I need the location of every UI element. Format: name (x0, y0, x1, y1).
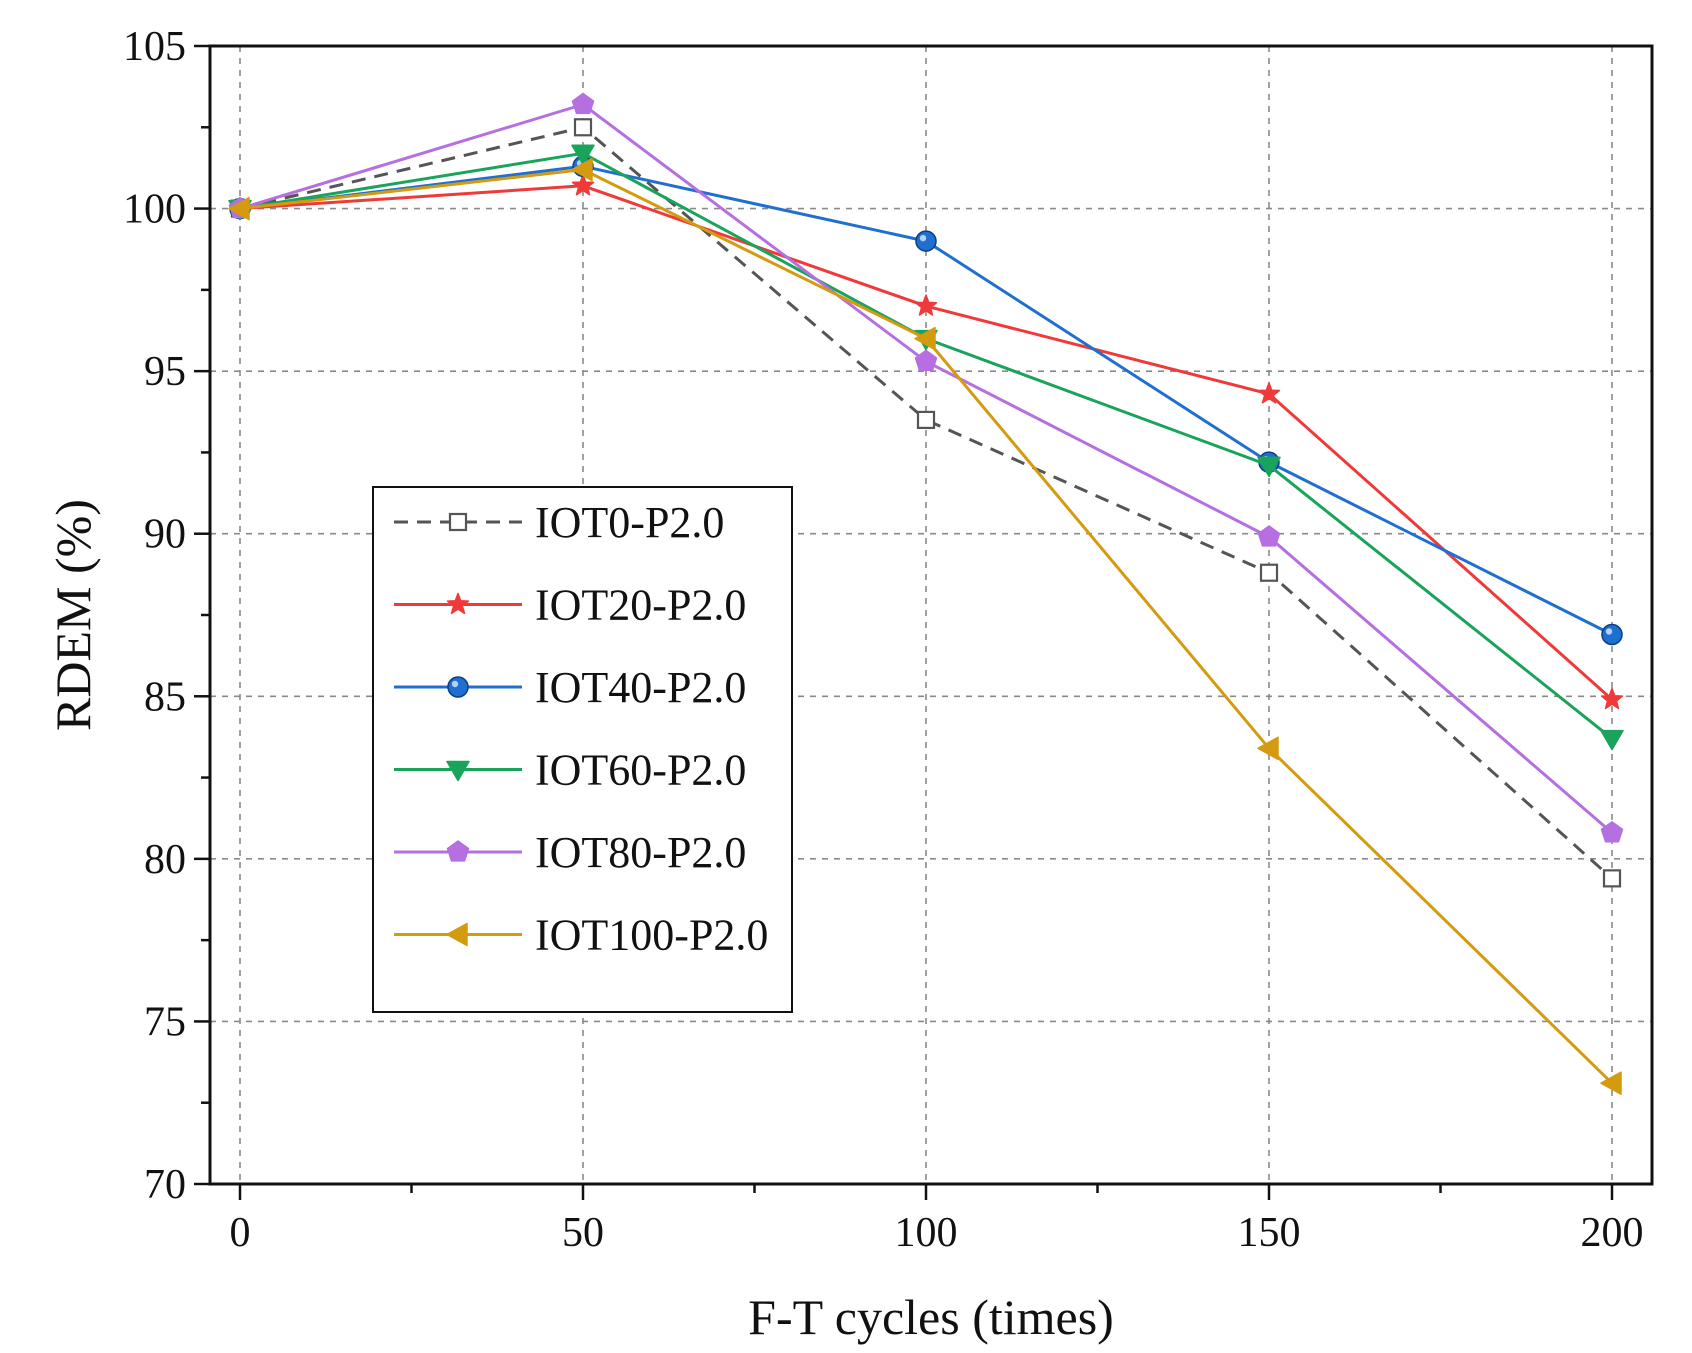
legend-item-iot20-p2-0: IOT20-P2.0 (394, 581, 746, 630)
series-line-iot0-p2-0 (239, 125, 1613, 880)
data-point-iot0-p2-0 (916, 410, 936, 430)
data-point-iot100-p2-0 (571, 157, 593, 182)
data-point-iot20-p2-0 (1257, 382, 1281, 404)
legend-marker (446, 760, 470, 782)
legend-item-iot80-p2-0: IOT80-P2.0 (394, 828, 746, 877)
data-point-iot100-p2-0 (1600, 1071, 1622, 1095)
legend-label: IOT100-P2.0 (535, 911, 768, 960)
series-layer (228, 92, 1624, 1095)
legend-marker (446, 922, 468, 947)
legend-marker (448, 512, 468, 532)
data-point-iot80-p2-0 (571, 92, 595, 115)
data-point-iot80-p2-0 (914, 349, 938, 372)
y-tick-label: 90 (144, 512, 186, 558)
data-point-iot60-p2-0 (1600, 729, 1624, 751)
y-tick-label: 80 (144, 837, 186, 883)
marker-body (915, 230, 937, 252)
legend-label: IOT0-P2.0 (535, 498, 724, 547)
data-point-iot60-p2-0 (571, 144, 595, 166)
y-tick-label: 100 (123, 187, 186, 233)
x-tick-label: 100 (895, 1210, 958, 1256)
series-iot100-p2-0 (228, 157, 1622, 1095)
y-tick-label: 70 (144, 1162, 186, 1208)
data-point-iot100-p2-0 (1257, 736, 1279, 761)
legend-box (372, 486, 793, 1013)
x-axis-title: F-T cycles (times) (748, 1289, 1114, 1345)
data-point-iot80-p2-0 (1600, 821, 1624, 843)
y-tick-label: 105 (123, 24, 186, 70)
legend-item-iot0-p2-0: IOT0-P2.0 (394, 498, 724, 547)
y-tick-label: 85 (144, 674, 186, 720)
legend-marker (446, 840, 470, 862)
marker-body (1601, 623, 1623, 646)
x-tick-label: 150 (1238, 1210, 1301, 1256)
data-point-iot100-p2-0 (228, 196, 250, 221)
data-point-iot20-p2-0 (571, 174, 595, 196)
x-tick-label: 50 (562, 1210, 604, 1256)
y-tick-label: 95 (144, 349, 186, 395)
data-point-iot20-p2-0 (1600, 687, 1624, 710)
x-tick-label: 0 (230, 1210, 251, 1256)
legend-item-iot40-p2-0: IOT40-P2.0 (394, 663, 746, 712)
legend: IOT0-P2.0 IOT20-P2.0 IOT40-P2.0 IOT60-P2.0 I… (372, 486, 793, 1013)
marker-body (447, 676, 469, 698)
marker-highlight (1605, 628, 1613, 635)
y-axis-title: RDEM (%) (45, 499, 101, 731)
data-point-iot80-p2-0 (1257, 525, 1281, 547)
axes: 0 50 100 150 200 70 75 80 85 90 95 100 105 (123, 24, 1644, 1256)
data-point-iot0-p2-0 (1602, 869, 1622, 888)
x-tick-label: 200 (1581, 1210, 1644, 1256)
data-point-iot40-p2-0 (1601, 623, 1623, 646)
legend-label: IOT20-P2.0 (535, 581, 746, 630)
legend-marker (446, 592, 470, 615)
legend-item-iot60-p2-0: IOT60-P2.0 (394, 746, 746, 795)
legend-label: IOT60-P2.0 (535, 746, 746, 795)
data-point-iot100-p2-0 (914, 326, 936, 351)
legend-label: IOT40-P2.0 (535, 663, 746, 712)
data-point-iot40-p2-0 (915, 230, 937, 252)
y-tick-label: 75 (144, 999, 186, 1045)
data-point-iot20-p2-0 (914, 294, 938, 316)
legend-marker (447, 676, 469, 698)
data-point-iot60-p2-0 (1257, 456, 1281, 478)
data-point-iot0-p2-0 (1259, 563, 1279, 582)
legend-label: IOT80-P2.0 (535, 828, 746, 877)
marker-highlight (451, 680, 459, 688)
data-point-iot0-p2-0 (573, 118, 593, 137)
legend-item-iot100-p2-0: IOT100-P2.0 (394, 911, 768, 960)
marker-highlight (919, 234, 927, 242)
